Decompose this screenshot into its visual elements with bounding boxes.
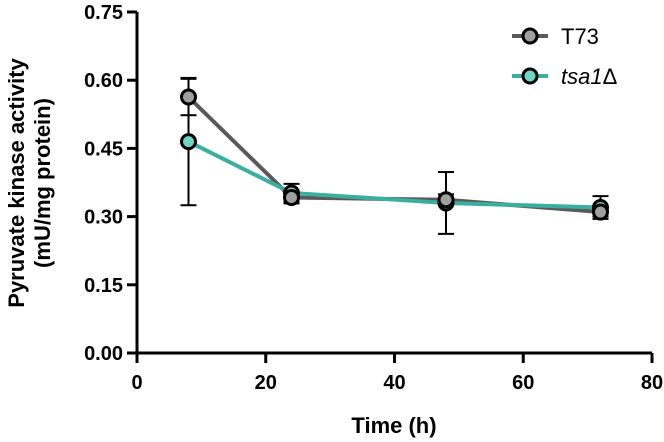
y-tick-label: 0.75 bbox=[84, 2, 123, 24]
x-tick-label: 60 bbox=[512, 372, 534, 394]
data-point-tsa1 bbox=[180, 133, 197, 151]
series-lines bbox=[187, 95, 601, 215]
data-point-t73 bbox=[283, 189, 300, 207]
data-point-t73 bbox=[592, 203, 609, 221]
data-point-t73 bbox=[180, 88, 197, 106]
legend-item-t73: T73 bbox=[512, 24, 599, 49]
series-line-t73 bbox=[187, 95, 601, 215]
legend-marker bbox=[521, 27, 539, 45]
plot-series bbox=[180, 76, 609, 235]
y-axis-title-line-2: (mU/mg protein) bbox=[30, 98, 55, 268]
x-ticks: 0 20 40 60 80 bbox=[131, 353, 663, 394]
legend-label-main: tsa1 bbox=[561, 64, 603, 89]
x-tick-label: 20 bbox=[255, 372, 277, 394]
data-point-t73 bbox=[437, 191, 455, 209]
x-tick-label: 0 bbox=[131, 372, 142, 394]
legend-item-tsa1: tsa1Δ bbox=[512, 64, 618, 89]
error-bars bbox=[180, 76, 609, 235]
data-points bbox=[180, 88, 609, 221]
legend-marker bbox=[521, 67, 539, 85]
series-line-tsa1 bbox=[187, 139, 601, 210]
y-tick-label: 0.15 bbox=[84, 275, 123, 297]
y-tick-label: 0.45 bbox=[84, 138, 123, 160]
y-tick-label: 0.00 bbox=[84, 343, 123, 365]
x-tick-label: 40 bbox=[383, 372, 405, 394]
legend-label-main: T73 bbox=[561, 24, 599, 49]
legend-label-suffix: Δ bbox=[603, 64, 618, 89]
legend-label: T73 bbox=[561, 24, 599, 49]
x-axis-title: Time (h) bbox=[351, 413, 436, 438]
x-tick-label: 80 bbox=[641, 372, 663, 394]
y-tick-label: 0.60 bbox=[84, 70, 123, 92]
y-ticks: 0.00 0.15 0.30 0.45 0.60 0.75 bbox=[84, 2, 137, 365]
legend-label: tsa1Δ bbox=[561, 64, 618, 89]
y-tick-label: 0.30 bbox=[84, 207, 123, 229]
legend: T73 tsa1Δ bbox=[512, 24, 618, 89]
y-axis-title-line-1: Pyruvate kinase activity bbox=[4, 58, 29, 308]
